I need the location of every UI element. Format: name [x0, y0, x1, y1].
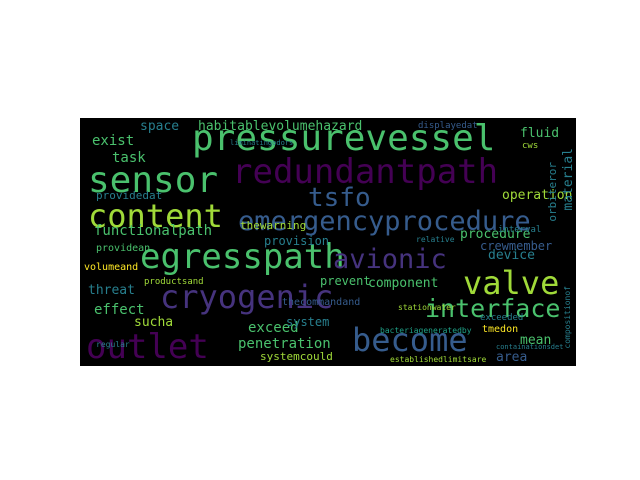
word: crewmember: [480, 239, 553, 253]
word: habitablevolumehazard: [198, 119, 363, 134]
word: pressurevessel: [192, 118, 496, 159]
word: relative: [416, 235, 455, 244]
word: systemcould: [260, 350, 333, 363]
word: redundantpath: [232, 152, 499, 192]
word: orbiteror: [546, 162, 559, 222]
word: cryogenic: [160, 278, 334, 316]
word: emergencyprocedure: [238, 206, 531, 237]
word: providedat: [96, 189, 163, 202]
word: compositionof: [563, 286, 572, 349]
word: establishedlimitsare: [390, 355, 487, 364]
word-cloud: pressurevessel redundantpath sensor cont…: [80, 118, 576, 366]
word: tsfo: [308, 183, 371, 213]
word: area: [496, 350, 528, 365]
word: threat: [88, 283, 135, 298]
word: displayedat: [418, 121, 478, 131]
word: procedure: [460, 227, 531, 242]
word: bacteriageneratedby: [380, 326, 472, 335]
word: egresspath: [140, 237, 345, 277]
word: exist: [92, 133, 135, 149]
word: tmedon: [482, 324, 519, 335]
word: providean: [96, 243, 151, 254]
word: provision: [264, 234, 330, 248]
word: regular: [96, 340, 130, 349]
word: exceed: [248, 320, 299, 336]
word: prevent: [320, 274, 371, 288]
word: valve: [463, 264, 560, 302]
word: penetration: [238, 336, 331, 352]
word: device: [488, 248, 535, 263]
word: sucha: [134, 315, 174, 330]
word: avionic: [333, 244, 447, 275]
word: system: [286, 315, 330, 329]
word: operation: [502, 188, 573, 203]
word: thewarning: [240, 219, 307, 232]
word: content: [88, 197, 223, 235]
word: fluid: [520, 126, 560, 141]
word: exceeded: [480, 313, 524, 323]
word: mean: [520, 333, 552, 348]
word: cws: [522, 141, 539, 151]
word: functionalpath: [94, 223, 213, 239]
word: material: [561, 148, 576, 211]
word: sensor: [88, 160, 219, 201]
word: stationwater: [398, 303, 456, 312]
word: thecommandand: [282, 297, 361, 308]
word: productsand: [144, 277, 204, 287]
word: interface: [425, 294, 561, 323]
word: containationsdet: [496, 343, 564, 351]
word: volumeand: [84, 262, 139, 273]
word: interval: [498, 225, 542, 235]
word: task: [112, 150, 146, 166]
word: liminatingodors: [230, 139, 294, 147]
word: effect: [94, 302, 145, 318]
word: outlet: [86, 327, 209, 366]
word: space: [140, 119, 180, 134]
word: become: [352, 321, 468, 359]
word: component: [368, 276, 439, 291]
